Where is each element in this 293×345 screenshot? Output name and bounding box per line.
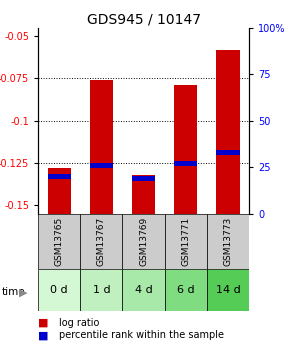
Bar [207, 269, 249, 310]
Bar [174, 161, 197, 166]
Bar [165, 214, 207, 269]
Text: 14 d: 14 d [216, 285, 240, 295]
Bar [122, 269, 165, 310]
Text: 0 d: 0 d [50, 285, 68, 295]
Text: 6 d: 6 d [177, 285, 195, 295]
Text: GSM13771: GSM13771 [181, 217, 190, 266]
Bar [80, 269, 122, 310]
Bar [90, 163, 113, 168]
Bar [90, 80, 113, 214]
Text: ▶: ▶ [19, 287, 28, 297]
Bar [38, 214, 80, 269]
Text: percentile rank within the sample: percentile rank within the sample [59, 331, 224, 340]
Bar [38, 269, 80, 310]
Text: ■: ■ [38, 331, 49, 340]
Bar [165, 269, 207, 310]
Bar [216, 150, 240, 155]
Text: time: time [1, 287, 25, 296]
Bar [174, 85, 197, 214]
Text: GSM13773: GSM13773 [224, 217, 232, 266]
Bar [122, 214, 165, 269]
Bar [132, 176, 155, 181]
Text: 4 d: 4 d [135, 285, 152, 295]
Text: GSM13769: GSM13769 [139, 217, 148, 266]
Bar [207, 214, 249, 269]
Bar [132, 175, 155, 214]
Text: GSM13765: GSM13765 [55, 217, 64, 266]
Bar [47, 168, 71, 214]
Bar [216, 50, 240, 214]
Text: log ratio: log ratio [59, 318, 99, 327]
Bar [47, 174, 71, 179]
Title: GDS945 / 10147: GDS945 / 10147 [86, 12, 201, 27]
Bar [80, 214, 122, 269]
Text: GSM13767: GSM13767 [97, 217, 106, 266]
Text: ■: ■ [38, 318, 49, 327]
Text: 1 d: 1 d [93, 285, 110, 295]
